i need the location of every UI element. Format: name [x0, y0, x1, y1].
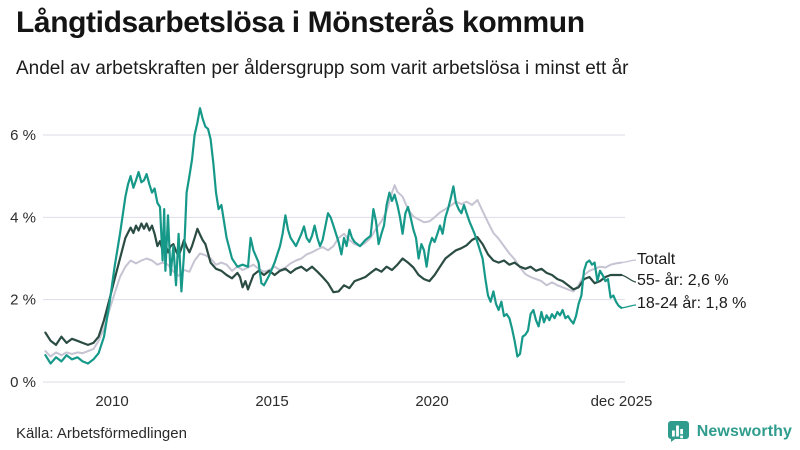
end-label-connector: [621, 259, 637, 264]
series-line-18-24-ar: [44, 107, 623, 365]
logo-bar-tall: [675, 425, 679, 437]
y-axis-labels: 6 % 4 % 2 % 0 %: [10, 127, 36, 391]
series-end-label-55-ar: 55- år: 2,6 %: [637, 272, 729, 289]
x-tick-label: dec 2025: [591, 393, 653, 410]
y-tick-label: 6 %: [10, 127, 36, 144]
end-label-connector: [621, 274, 637, 283]
line-chart: 6 % 4 % 2 % 0 % 2010 2015 2020 dec 2025: [10, 107, 652, 410]
x-tick-label: 2015: [255, 393, 288, 410]
source-note: Källa: Arbetsförmedlingen: [16, 425, 187, 442]
series-end-label-18-24-ar: 18-24 år: 1,8 %: [637, 295, 747, 312]
y-tick-label: 0 %: [10, 374, 36, 391]
gridlines: [43, 134, 625, 383]
logo-bar-short: [671, 430, 675, 437]
y-tick-label: 4 %: [10, 209, 36, 226]
series-line-55-ar: [44, 222, 623, 346]
brand-name: Newsworthy: [696, 422, 792, 440]
label-connectors: [621, 259, 637, 309]
logo-bar-medium: [679, 429, 683, 435]
newsworthy-logo-icon: [667, 421, 689, 442]
series-line-totalt: [44, 184, 623, 358]
newsworthy-brand: Newsworthy: [667, 420, 792, 443]
page-subtitle: Andel av arbetskraften per åldersgrupp s…: [16, 58, 629, 79]
x-tick-label: 2020: [415, 393, 448, 410]
logo-exclamation-dot: [679, 435, 683, 439]
end-label-connector: [621, 304, 637, 309]
x-axis-labels: 2010 2015 2020 dec 2025: [95, 393, 652, 410]
page-title: Långtidsarbetslösa i Mönsterås kommun: [16, 6, 585, 39]
y-tick-label: 2 %: [10, 292, 36, 309]
series-end-label-totalt: Totalt: [637, 251, 676, 268]
x-tick-label: 2010: [95, 393, 128, 410]
